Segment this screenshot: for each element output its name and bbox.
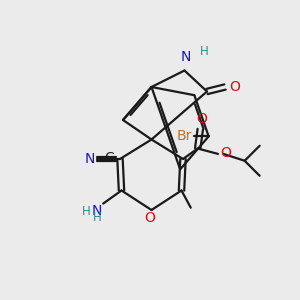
Text: O: O bbox=[229, 80, 240, 94]
Text: O: O bbox=[196, 112, 207, 126]
Text: N: N bbox=[181, 50, 191, 64]
Text: C: C bbox=[104, 152, 114, 165]
Text: Br: Br bbox=[177, 129, 192, 143]
Text: H: H bbox=[93, 211, 102, 224]
Text: H: H bbox=[82, 205, 91, 218]
Text: O: O bbox=[145, 211, 155, 225]
Text: H: H bbox=[200, 45, 209, 58]
Text: N: N bbox=[84, 152, 95, 166]
Text: O: O bbox=[220, 146, 231, 160]
Text: N: N bbox=[91, 205, 102, 218]
